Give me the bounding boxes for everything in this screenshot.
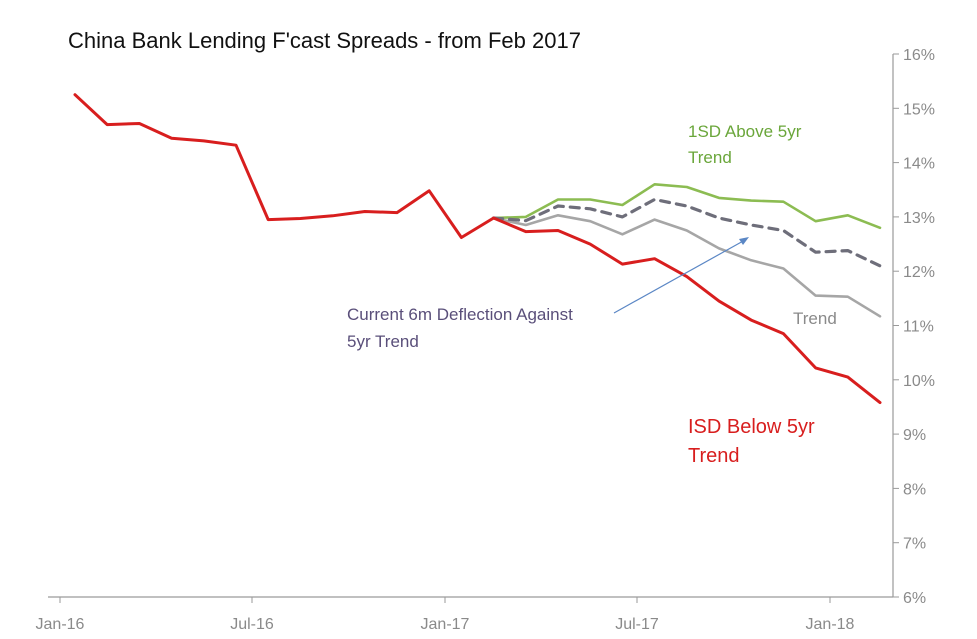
x-axis-ticks: Jan-16 Jul-16 Jan-17 Jul-17 Jan-18 [36, 597, 855, 633]
y-tick-label: 7% [903, 536, 926, 553]
y-tick-label: 8% [903, 481, 926, 498]
y-tick-label: 10% [903, 373, 935, 390]
y-tick-label: 12% [903, 264, 935, 281]
y-tick-label: 9% [903, 427, 926, 444]
series-lines [73, 93, 882, 405]
x-tick-label: Jul-17 [615, 616, 659, 633]
arrow-head [739, 237, 749, 245]
y-tick-label: 15% [903, 101, 935, 118]
arrow-shaft [613, 239, 746, 314]
y-tick-label: 6% [903, 590, 926, 607]
annotation-line: Trend [688, 148, 732, 167]
annotation-arrow [613, 237, 749, 314]
annotation-line: 1SD Above 5yr [688, 122, 802, 141]
y-tick-label: 16% [903, 47, 935, 64]
x-tick-label: Jan-16 [36, 616, 85, 633]
series-line-upper [492, 183, 882, 230]
annotation-line: Trend [688, 445, 740, 467]
annotation-line: ISD Below 5yr [688, 416, 815, 438]
series-line-lower [73, 93, 882, 405]
x-tick-label: Jan-17 [421, 616, 470, 633]
annotation-upper: 1SD Above 5yr Trend [688, 122, 802, 167]
x-tick-label: Jul-16 [230, 616, 274, 633]
annotation-trend: Trend [793, 309, 837, 328]
x-tick-label: Jan-18 [806, 616, 855, 633]
chart-title: China Bank Lending F'cast Spreads - from… [68, 28, 581, 53]
y-tick-label: 11% [903, 319, 934, 336]
annotation-line: Trend [793, 309, 837, 328]
annotation-current: Current 6m Deflection Against 5yr Trend [347, 305, 573, 351]
y-axis-ticks: 6% 7% 8% 9% 10% 11% 12% 13% 14% 15% 16% [893, 47, 935, 607]
annotation-line: Current 6m Deflection Against [347, 305, 573, 324]
y-tick-label: 14% [903, 156, 935, 173]
y-tick-label: 13% [903, 210, 935, 227]
series-line-trend [492, 214, 882, 318]
annotation-line: 5yr Trend [347, 332, 419, 351]
annotation-lower: ISD Below 5yr Trend [688, 416, 815, 467]
series-line-current [492, 197, 882, 268]
annotations: 1SD Above 5yr Trend Current 6m Deflection … [347, 122, 837, 467]
